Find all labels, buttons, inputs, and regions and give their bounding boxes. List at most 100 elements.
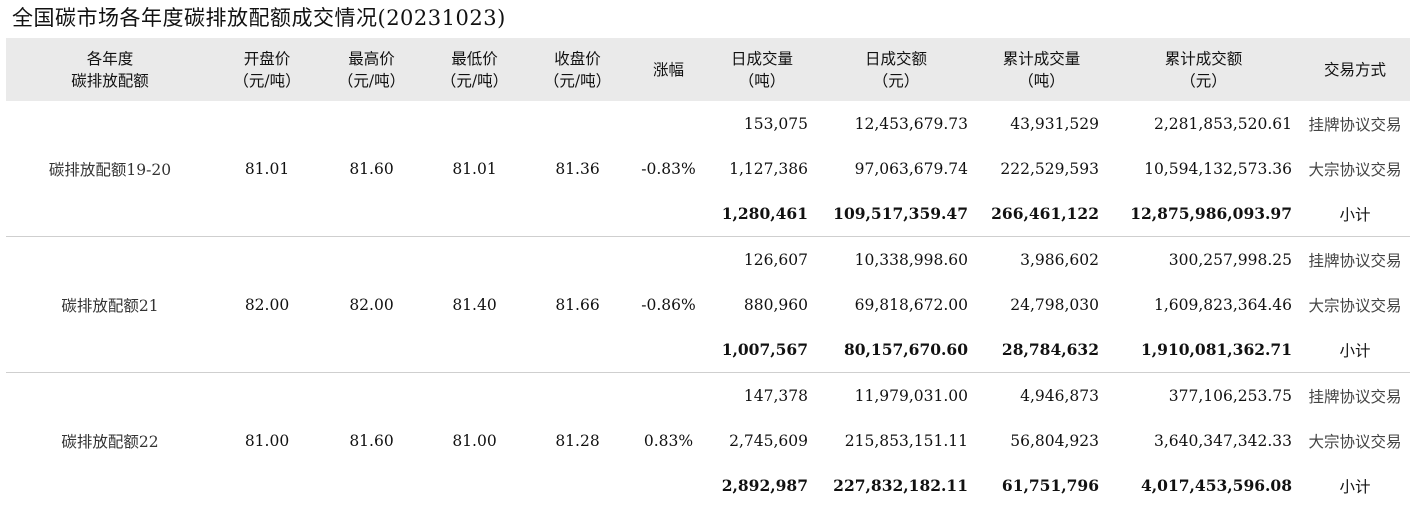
cumulative-amount-cell: 1,609,823,364.46 [1107,282,1300,327]
column-header-label: 开盘价 [214,48,320,70]
daily-volume-cell: 153,075 [708,101,816,146]
column-header-mode: 交易方式 [1300,38,1410,101]
column-header-cum-volume: 累计成交量（吨） [976,38,1107,101]
change-cell: 0.83% [629,373,708,508]
daily-volume-cell: 147,378 [708,373,816,419]
column-header-change: 涨幅 [629,38,708,101]
header-row: 各年度碳排放配额开盘价（元/吨）最高价（元/吨）最低价（元/吨）收盘价（元/吨）… [6,38,1410,101]
column-header-high: 最高价（元/吨） [320,38,423,101]
trade-mode-cell: 大宗协议交易 [1300,146,1410,191]
cumulative-amount-cell: 10,594,132,573.36 [1107,146,1300,191]
open-price-cell: 82.00 [214,237,320,373]
daily-volume-cell: 1,127,386 [708,146,816,191]
allowance-name-cell: 碳排放配额22 [6,373,214,508]
daily-volume-cell: 2,892,987 [708,463,816,508]
trade-mode-cell: 小计 [1300,463,1410,508]
column-header-unit: （元） [1107,70,1300,92]
column-header-unit: （元） [816,70,976,92]
change-cell: -0.86% [629,237,708,373]
daily-amount-cell: 227,832,182.11 [816,463,976,508]
daily-amount-cell: 12,453,679.73 [816,101,976,146]
column-header-unit: （元/吨） [423,70,526,92]
cumulative-volume-cell: 222,529,593 [976,146,1107,191]
open-price-cell: 81.01 [214,101,320,237]
cumulative-volume-cell: 28,784,632 [976,327,1107,373]
high-price-cell: 82.00 [320,237,423,373]
cumulative-amount-cell: 377,106,253.75 [1107,373,1300,419]
low-price-cell: 81.01 [423,101,526,237]
high-price-cell: 81.60 [320,373,423,508]
column-header-low: 最低价（元/吨） [423,38,526,101]
cumulative-volume-cell: 61,751,796 [976,463,1107,508]
column-header-label: 涨幅 [629,59,708,81]
daily-volume-cell: 880,960 [708,282,816,327]
column-header-daily-volume: 日成交量（吨） [708,38,816,101]
cumulative-volume-cell: 56,804,923 [976,418,1107,463]
close-price-cell: 81.28 [526,373,629,508]
daily-volume-cell: 2,745,609 [708,418,816,463]
cumulative-volume-cell: 24,798,030 [976,282,1107,327]
daily-amount-cell: 215,853,151.11 [816,418,976,463]
cumulative-volume-cell: 3,986,602 [976,237,1107,283]
column-header-unit: （吨） [708,70,816,92]
table-header: 各年度碳排放配额开盘价（元/吨）最高价（元/吨）最低价（元/吨）收盘价（元/吨）… [6,38,1410,101]
column-header-label: 日成交额 [816,48,976,70]
cumulative-amount-cell: 3,640,347,342.33 [1107,418,1300,463]
allowance-name-cell: 碳排放配额19-20 [6,101,214,237]
trade-mode-cell: 挂牌协议交易 [1300,101,1410,146]
column-header-close: 收盘价（元/吨） [526,38,629,101]
change-cell: -0.83% [629,101,708,237]
column-header-name: 各年度碳排放配额 [6,38,214,101]
column-header-label: 累计成交量 [976,48,1107,70]
cumulative-amount-cell: 2,281,853,520.61 [1107,101,1300,146]
high-price-cell: 81.60 [320,101,423,237]
daily-volume-cell: 1,280,461 [708,191,816,237]
column-header-daily-amount: 日成交额（元） [816,38,976,101]
trade-mode-cell: 大宗协议交易 [1300,282,1410,327]
daily-amount-cell: 11,979,031.00 [816,373,976,419]
column-header-open: 开盘价（元/吨） [214,38,320,101]
daily-volume-cell: 126,607 [708,237,816,283]
daily-volume-cell: 1,007,567 [708,327,816,373]
daily-amount-cell: 69,818,672.00 [816,282,976,327]
column-header-label: 收盘价 [526,48,629,70]
column-header-unit: （元/吨） [320,70,423,92]
open-price-cell: 81.00 [214,373,320,508]
cumulative-amount-cell: 1,910,081,362.71 [1107,327,1300,373]
carbon-trading-table: 各年度碳排放配额开盘价（元/吨）最高价（元/吨）最低价（元/吨）收盘价（元/吨）… [6,38,1410,508]
cumulative-amount-cell: 300,257,998.25 [1107,237,1300,283]
daily-amount-cell: 80,157,670.60 [816,327,976,373]
column-header-unit: （吨） [976,70,1107,92]
low-price-cell: 81.00 [423,373,526,508]
trade-mode-cell: 小计 [1300,191,1410,237]
column-header-label: 最高价 [320,48,423,70]
cumulative-volume-cell: 43,931,529 [976,101,1107,146]
column-header-label: 日成交量 [708,48,816,70]
close-price-cell: 81.36 [526,101,629,237]
cumulative-amount-cell: 4,017,453,596.08 [1107,463,1300,508]
column-header-label: 累计成交额 [1107,48,1300,70]
column-header-label: 各年度 [6,48,214,70]
daily-amount-cell: 10,338,998.60 [816,237,976,283]
cumulative-amount-cell: 12,875,986,093.97 [1107,191,1300,237]
page-title: 全国碳市场各年度碳排放配额成交情况(20231023) [12,2,506,34]
low-price-cell: 81.40 [423,237,526,373]
trade-mode-cell: 挂牌协议交易 [1300,237,1410,283]
close-price-cell: 81.66 [526,237,629,373]
column-header-label: 交易方式 [1300,59,1410,81]
daily-amount-cell: 97,063,679.74 [816,146,976,191]
trade-mode-cell: 小计 [1300,327,1410,373]
trade-mode-cell: 挂牌协议交易 [1300,373,1410,419]
cumulative-volume-cell: 266,461,122 [976,191,1107,237]
allowance-name-cell: 碳排放配额21 [6,237,214,373]
trade-mode-cell: 大宗协议交易 [1300,418,1410,463]
cumulative-volume-cell: 4,946,873 [976,373,1107,419]
column-header-cum-amount: 累计成交额（元） [1107,38,1300,101]
daily-amount-cell: 109,517,359.47 [816,191,976,237]
